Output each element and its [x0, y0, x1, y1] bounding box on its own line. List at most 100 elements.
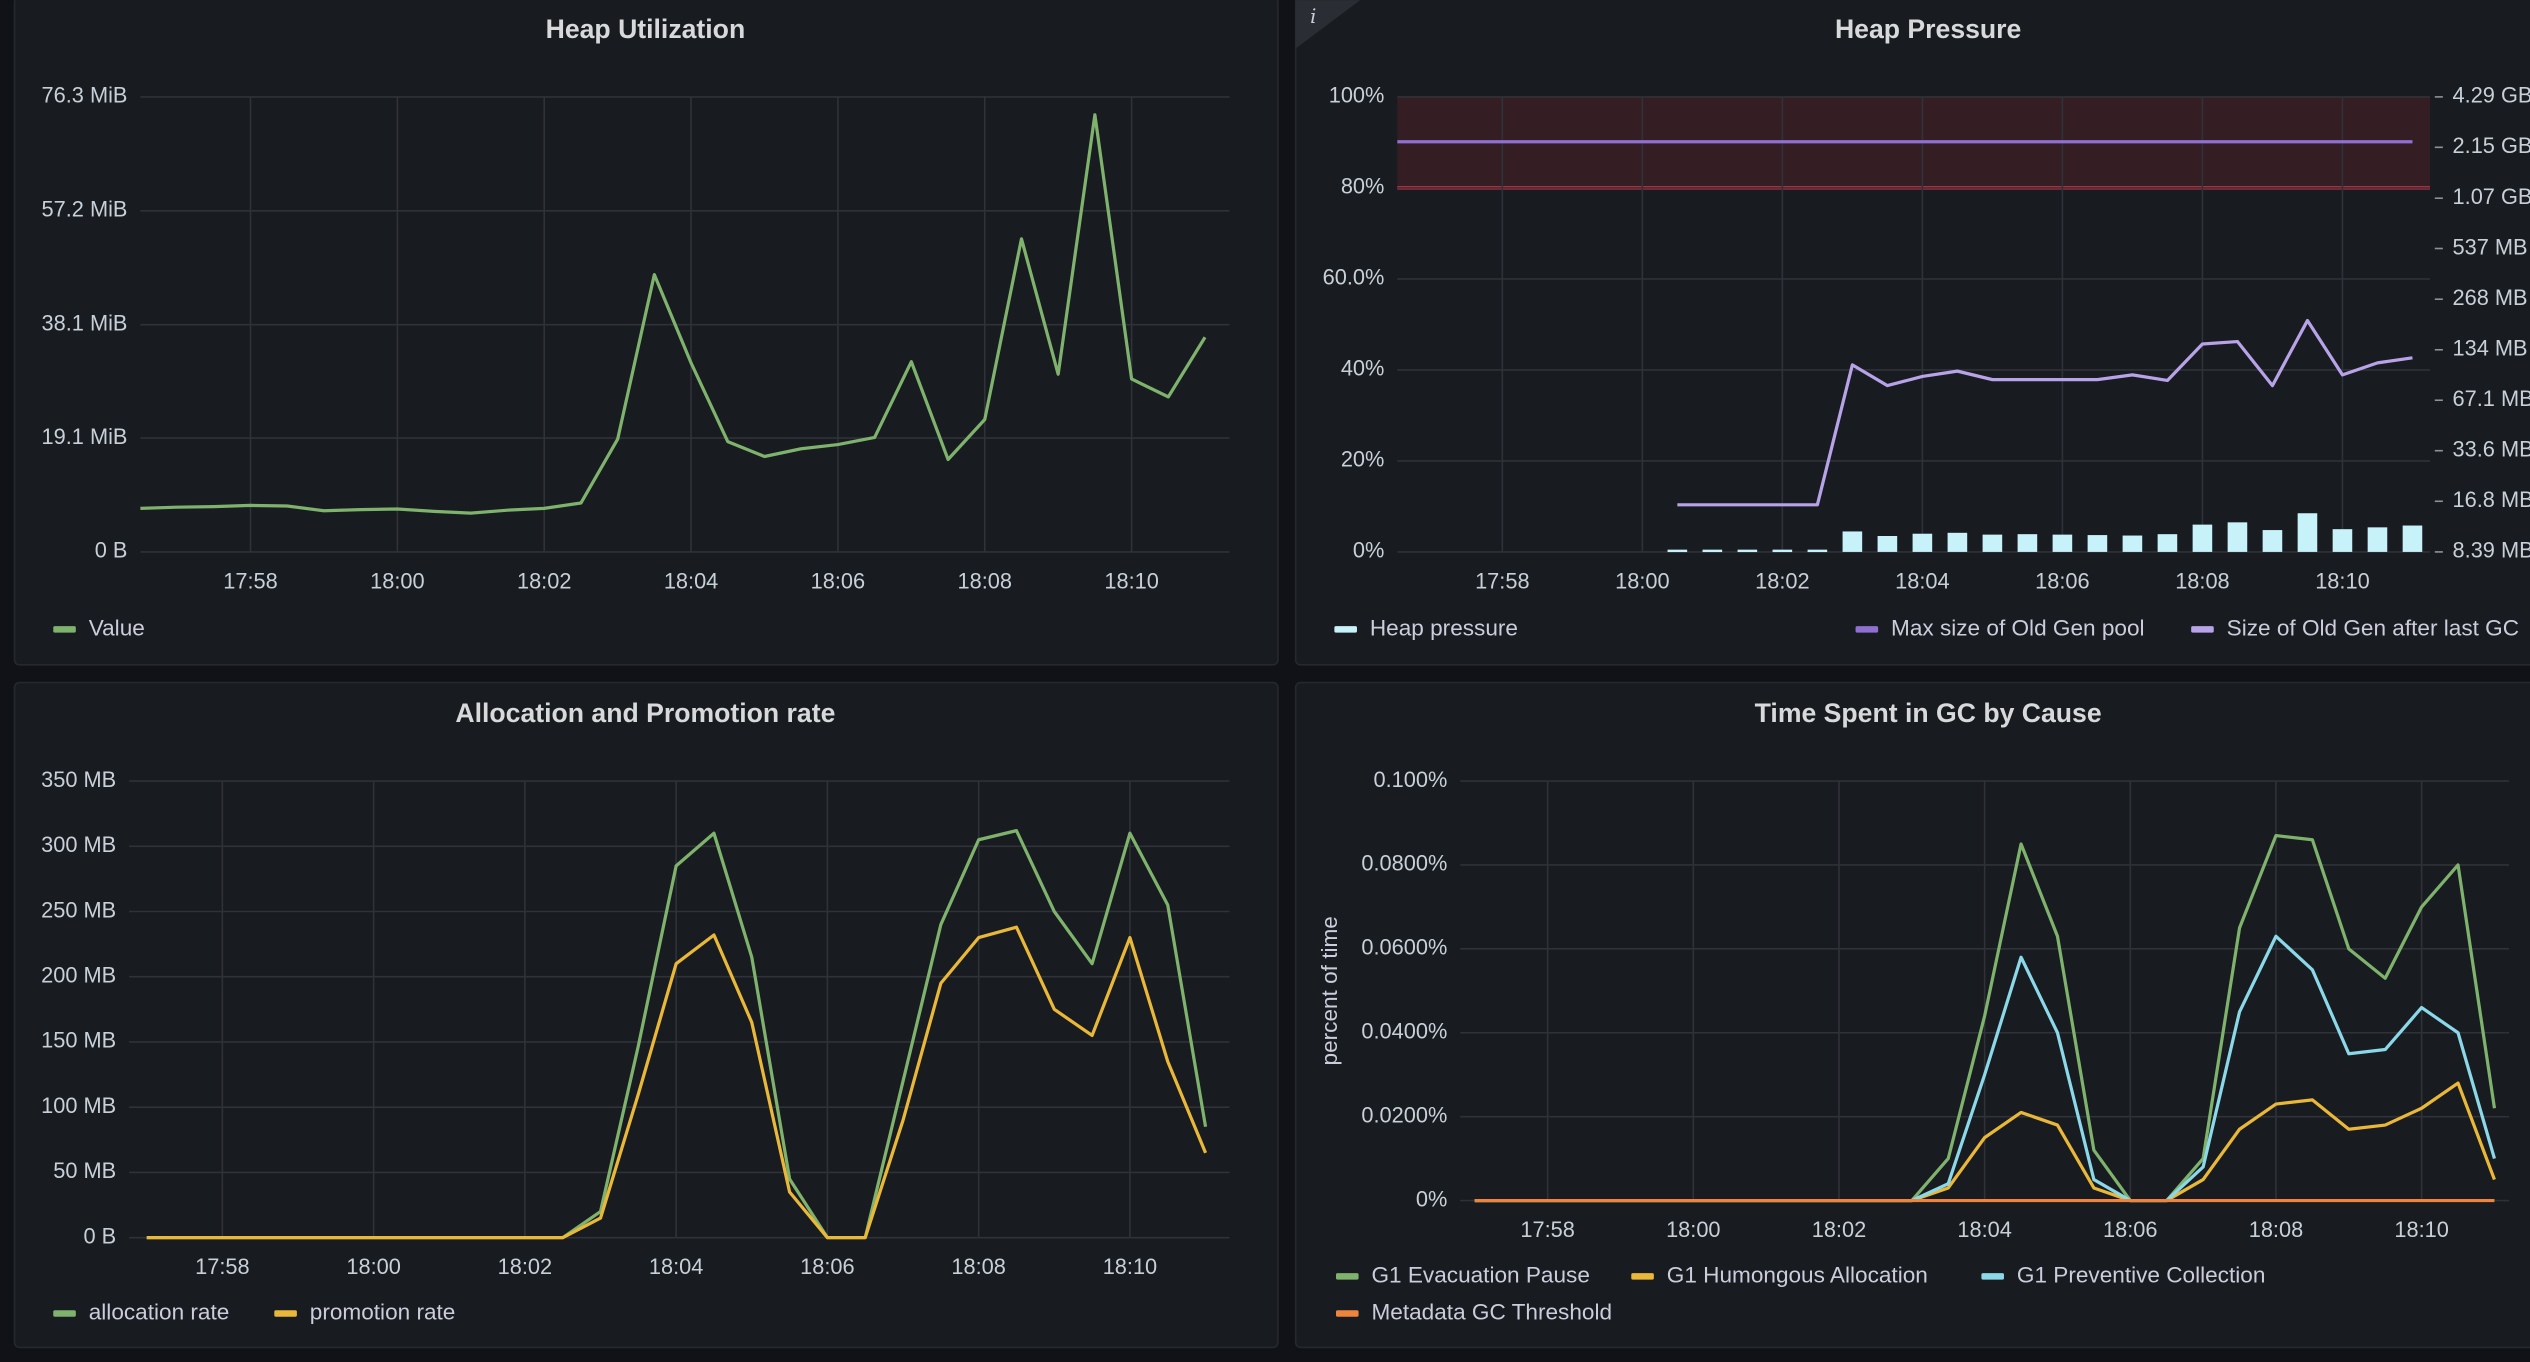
x-tick-label: 18:00 [370, 568, 424, 593]
bar [1842, 531, 1863, 552]
bar [2367, 527, 2388, 552]
x-tick-label: 17:58 [1520, 1217, 1574, 1242]
bar [1877, 535, 1898, 552]
y-tick-label: 250 MB [41, 897, 116, 922]
legend-label: G1 Humongous Allocation [1667, 1262, 1928, 1287]
x-tick-label: 18:04 [649, 1254, 703, 1279]
legend-swatch [2191, 626, 2214, 633]
legend-label: Value [89, 615, 145, 640]
legend-swatch [1855, 626, 1879, 633]
y2-tick-label: 134 MB [2453, 336, 2528, 361]
x-tick-label: 18:08 [951, 1254, 1005, 1279]
y-tick-label: 0.0800% [1361, 851, 1447, 876]
legend-label: G1 Evacuation Pause [1371, 1262, 1589, 1287]
y2-tick-label: 1.07 GB [2453, 184, 2530, 209]
legend-label: promotion rate [310, 1299, 456, 1324]
y-tick-label: 300 MB [41, 832, 116, 857]
y2-tick-label: 8.39 MB [2453, 538, 2530, 563]
legend-swatch [274, 1310, 297, 1317]
x-tick-label: 18:02 [517, 568, 571, 593]
y-tick-label: 0.0200% [1361, 1102, 1447, 1127]
legend-swatch [1335, 1310, 1359, 1317]
series-line [146, 925, 1208, 1240]
x-tick-label: 17:58 [223, 568, 277, 593]
x-tick-label: 18:00 [1666, 1217, 1720, 1242]
x-tick-label: 18:08 [958, 568, 1012, 593]
bar [1807, 549, 1828, 553]
bar [2297, 513, 2318, 552]
chart-title: Allocation and Promotion rate [455, 698, 835, 728]
x-tick-label: 18:10 [2394, 1217, 2448, 1242]
bar [2157, 534, 2178, 552]
x-tick-label: 18:04 [1895, 568, 1949, 593]
y-tick-label: 0.0600% [1361, 935, 1447, 960]
y2-tick-label: 537 MB [2453, 234, 2528, 259]
legend-label: allocation rate [89, 1299, 230, 1324]
y-tick-label: 0 B [95, 538, 128, 563]
y2-tick-label: 16.8 MB [2453, 487, 2530, 512]
y-tick-label: 0% [1416, 1186, 1447, 1211]
x-tick-label: 18:02 [498, 1254, 552, 1279]
x-tick-label: 17:58 [1475, 568, 1529, 593]
bar [1667, 549, 1688, 553]
bar [1772, 549, 1793, 553]
y-tick-label: 38.1 MiB [42, 310, 128, 335]
y-tick-label: 60.0% [1323, 265, 1385, 290]
y-tick-label: 19.1 MiB [42, 424, 128, 449]
panel [13, 0, 1279, 666]
y2-tick-label: 268 MB [2453, 285, 2528, 310]
y-tick-label: 100 MB [41, 1093, 116, 1118]
series-line [140, 113, 1207, 515]
y-tick-label: 100% [1329, 83, 1385, 108]
x-tick-label: 18:06 [2035, 568, 2089, 593]
info-icon[interactable]: i [1310, 5, 1316, 28]
panel [1294, 681, 2530, 1349]
bar [1702, 549, 1723, 553]
bar [2087, 535, 2108, 552]
x-tick-label: 18:06 [800, 1254, 854, 1279]
y-tick-label: 80% [1341, 174, 1385, 199]
x-tick-label: 18:10 [1103, 1254, 1157, 1279]
legend-swatch [53, 626, 76, 633]
bar [2332, 529, 2353, 552]
bar [2017, 534, 2038, 552]
x-tick-label: 18:02 [1755, 568, 1809, 593]
y-tick-label: 150 MB [41, 1028, 116, 1053]
x-tick-label: 17:58 [195, 1254, 249, 1279]
bar [1912, 533, 1933, 552]
bar [2192, 524, 2213, 552]
x-tick-label: 18:10 [1104, 568, 1158, 593]
bar [2402, 525, 2423, 552]
y-tick-label: 40% [1341, 356, 1385, 381]
x-tick-label: 18:00 [1615, 568, 1669, 593]
bar [2227, 522, 2248, 552]
legend-label: G1 Preventive Collection [2017, 1262, 2265, 1287]
legend-swatch [1631, 1273, 1654, 1280]
x-tick-label: 18:02 [1812, 1217, 1866, 1242]
bar [1947, 532, 1968, 552]
y2-tick-label: 2.15 GB [2453, 133, 2530, 158]
y-tick-label: 0% [1353, 538, 1384, 563]
bar [2122, 535, 2143, 552]
y-tick-label: 200 MB [41, 962, 116, 987]
x-tick-label: 18:06 [2103, 1217, 2157, 1242]
bar [2262, 530, 2283, 552]
x-tick-label: 18:04 [1957, 1217, 2011, 1242]
chart-title: Heap Utilization [546, 14, 746, 44]
x-tick-label: 18:00 [346, 1254, 400, 1279]
x-tick-label: 18:08 [2175, 568, 2229, 593]
legend-label: Metadata GC Threshold [1371, 1299, 1612, 1324]
x-tick-label: 18:10 [2315, 568, 2369, 593]
legend-swatch [53, 1310, 76, 1317]
x-tick-label: 18:08 [2249, 1217, 2303, 1242]
x-tick-label: 18:06 [811, 568, 865, 593]
bar [1737, 549, 1758, 553]
legend-swatch [1335, 1273, 1359, 1280]
x-tick-label: 18:04 [664, 568, 718, 593]
legend-swatch [1981, 1273, 2004, 1280]
chart-title: Heap Pressure [1835, 14, 2021, 44]
y-tick-label: 0 B [84, 1223, 117, 1248]
y-tick-label: 50 MB [53, 1158, 116, 1183]
